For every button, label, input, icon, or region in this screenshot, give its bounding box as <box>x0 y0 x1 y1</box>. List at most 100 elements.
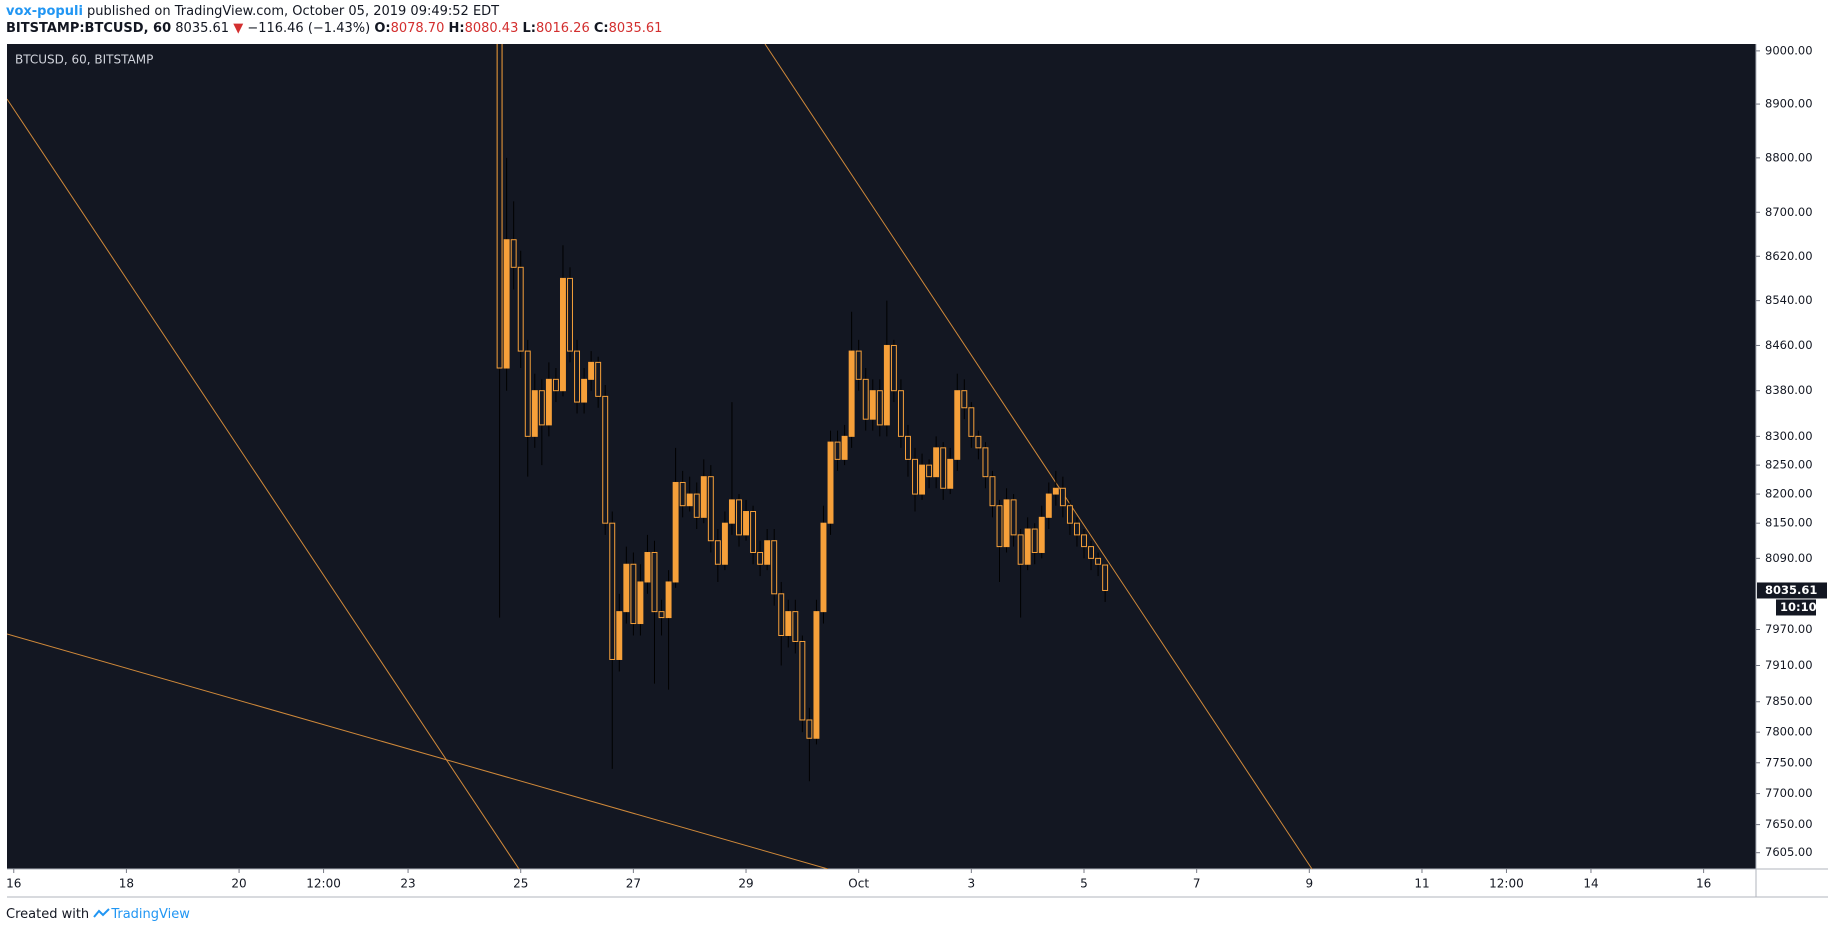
candle-body <box>644 551 651 583</box>
candle-body <box>588 361 595 380</box>
l-value: 8016.26 <box>535 21 590 36</box>
y-tick-label: 8250.00 <box>1765 458 1813 472</box>
x-tick-label: 18 <box>119 877 134 891</box>
candle-body <box>996 505 1003 548</box>
countdown-badge <box>1776 599 1816 616</box>
y-tick-label: 7910.00 <box>1765 658 1813 672</box>
o-label: O: <box>374 21 391 36</box>
plot-background <box>7 44 1756 869</box>
chart-legend: BTCUSD, 60, BITSTAMP <box>15 53 153 67</box>
candle-body <box>623 563 630 613</box>
arrow: ▼ <box>233 21 244 36</box>
candle-body <box>982 447 989 478</box>
candle-body <box>1088 546 1095 559</box>
x-tick-label: 16 <box>6 877 21 891</box>
candle-body <box>1024 528 1031 565</box>
candle-body <box>834 441 841 460</box>
candle-body <box>905 435 911 460</box>
candle-body <box>743 511 749 536</box>
candle-body <box>602 395 609 524</box>
candle-body <box>1017 534 1024 565</box>
candle-body <box>538 390 545 426</box>
candle-body <box>595 361 602 397</box>
candle-body <box>545 378 552 426</box>
candle-body <box>496 44 503 369</box>
candle-body <box>567 277 573 352</box>
trend-line <box>7 98 520 869</box>
candle-body <box>947 458 954 489</box>
candle-body <box>672 481 679 583</box>
candle-body <box>609 522 616 660</box>
candle-body <box>1031 528 1038 553</box>
y-tick-label: 8620.00 <box>1765 249 1813 263</box>
candle-body <box>883 344 890 426</box>
y-tick-label: 8460.00 <box>1765 338 1813 352</box>
countdown-label: 10:10 <box>1780 600 1817 614</box>
candle-body <box>876 390 883 426</box>
candle-body <box>524 350 531 437</box>
candles <box>496 44 1109 782</box>
candle-body <box>510 239 517 268</box>
y-tick-label: 8380.00 <box>1765 383 1813 397</box>
candle-body <box>862 378 869 420</box>
change: −116.46 (−1.43%) <box>247 21 371 36</box>
candle-body <box>707 476 714 542</box>
candle-body <box>1052 487 1059 495</box>
candle-body <box>1038 516 1045 553</box>
candle-body <box>926 464 933 478</box>
candle-body <box>933 447 940 478</box>
h-value: 8080.43 <box>464 21 519 36</box>
y-tick-label: 8150.00 <box>1765 516 1813 530</box>
candle-body <box>792 611 799 642</box>
candle-body <box>531 390 538 437</box>
candle-body <box>827 441 834 524</box>
candle-body <box>1045 493 1052 518</box>
username[interactable]: vox-populi <box>6 4 83 19</box>
candle-body <box>778 593 785 636</box>
trend-line <box>7 633 829 869</box>
candle-body <box>989 476 996 507</box>
candle-body <box>700 476 707 518</box>
x-tick-label: Oct <box>848 877 869 891</box>
candle-body <box>651 551 658 613</box>
candle-body <box>1003 499 1010 548</box>
candle-body <box>954 390 961 460</box>
candle-body <box>665 581 672 619</box>
x-tick-label: 3 <box>968 877 976 891</box>
x-tick-label: 5 <box>1080 877 1088 891</box>
brand-logo <box>93 908 111 918</box>
trend-line <box>764 44 1313 869</box>
trend-lines <box>7 44 1313 869</box>
candle-body <box>503 239 510 369</box>
candle-body <box>968 407 975 437</box>
h-label: H: <box>448 21 465 36</box>
candle-body <box>890 344 897 392</box>
candle-body <box>757 551 764 565</box>
candle-body <box>799 640 806 721</box>
candle-body <box>686 493 693 507</box>
candle-body <box>559 277 566 392</box>
y-tick-label: 7750.00 <box>1765 755 1813 769</box>
y-tick-label: 7650.00 <box>1765 817 1813 831</box>
footer-brand[interactable]: TradingView <box>111 907 190 922</box>
candle-body <box>1066 505 1073 524</box>
quote-line: BITSTAMP:BTCUSD, 60 8035.61 ▼ −116.46 (−… <box>6 20 662 37</box>
x-tick-label: 12:00 <box>306 877 341 891</box>
candle-body <box>637 581 644 625</box>
candle-body <box>897 390 904 437</box>
candle-body <box>721 522 728 565</box>
candle-body <box>764 540 771 565</box>
x-tick-label: 27 <box>626 877 641 891</box>
candle-body <box>869 390 876 420</box>
y-tick-label: 7850.00 <box>1765 694 1813 708</box>
l-label: L: <box>522 21 536 36</box>
symbol: BITSTAMP:BTCUSD, 60 <box>6 21 172 36</box>
candle-body <box>679 481 686 507</box>
last-price-label: 8035.61 <box>1765 583 1817 597</box>
candle-body <box>1073 522 1080 536</box>
candle-body <box>693 493 700 518</box>
c-label: C: <box>593 21 609 36</box>
last-price-badge <box>1757 582 1827 599</box>
y-tick-label: 7700.00 <box>1765 786 1813 800</box>
price: 8035.61 <box>175 21 230 36</box>
